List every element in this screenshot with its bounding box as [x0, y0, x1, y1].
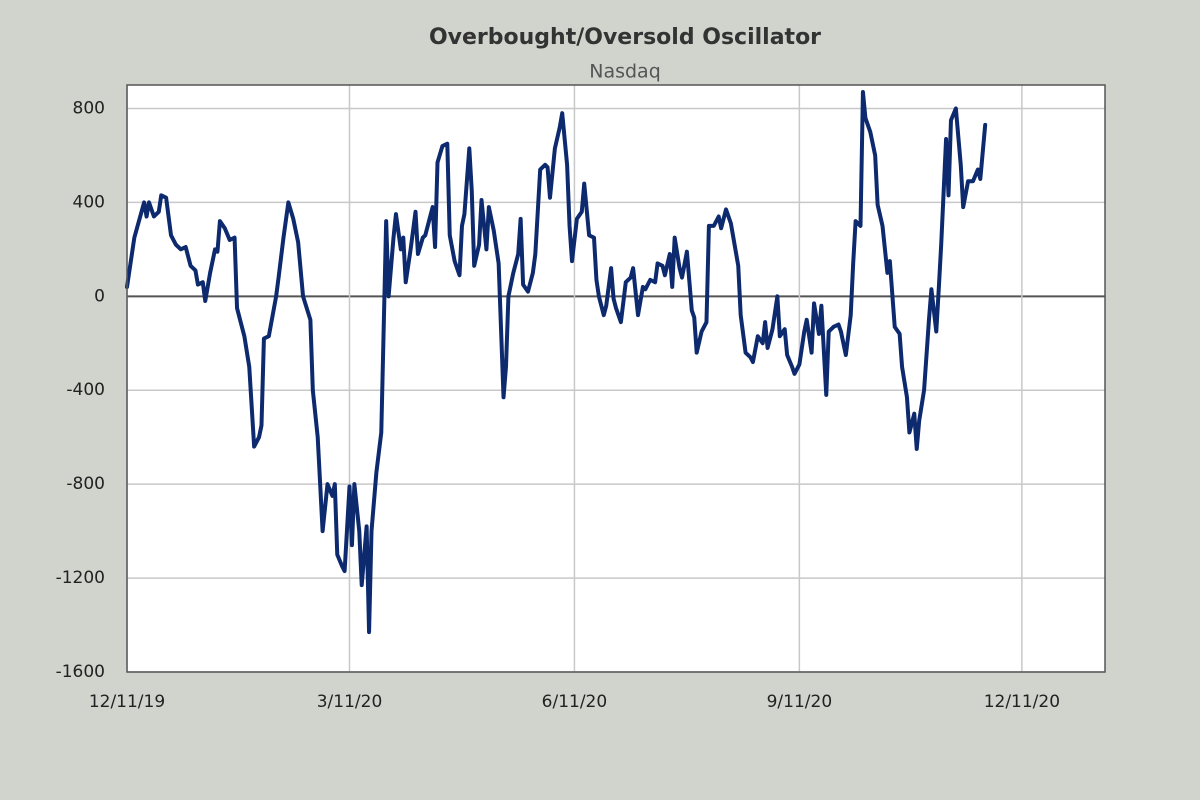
chart-title: Overbought/Oversold Oscillator: [429, 25, 821, 50]
x-tick-label: 12/11/20: [984, 692, 1060, 712]
x-tick-label: 3/11/20: [317, 692, 383, 712]
chart-subtitle: Nasdaq: [589, 61, 661, 83]
data-line: [125, 90, 988, 635]
plot-area: [127, 85, 1105, 672]
y-tick-label: -800: [66, 474, 105, 494]
y-tick-label: -400: [66, 380, 105, 400]
plot-border: [126, 84, 1106, 673]
x-tick-label: 9/11/20: [767, 692, 833, 712]
y-tick-label: -1200: [56, 568, 105, 588]
y-tick-label: 800: [73, 98, 105, 118]
y-tick-label: 400: [73, 192, 105, 212]
x-tick-label: 12/11/19: [89, 692, 165, 712]
y-tick-label: -1600: [56, 662, 105, 682]
series: [125, 90, 988, 635]
y-tick-label: 0: [94, 286, 105, 306]
x-tick-label: 6/11/20: [542, 692, 608, 712]
